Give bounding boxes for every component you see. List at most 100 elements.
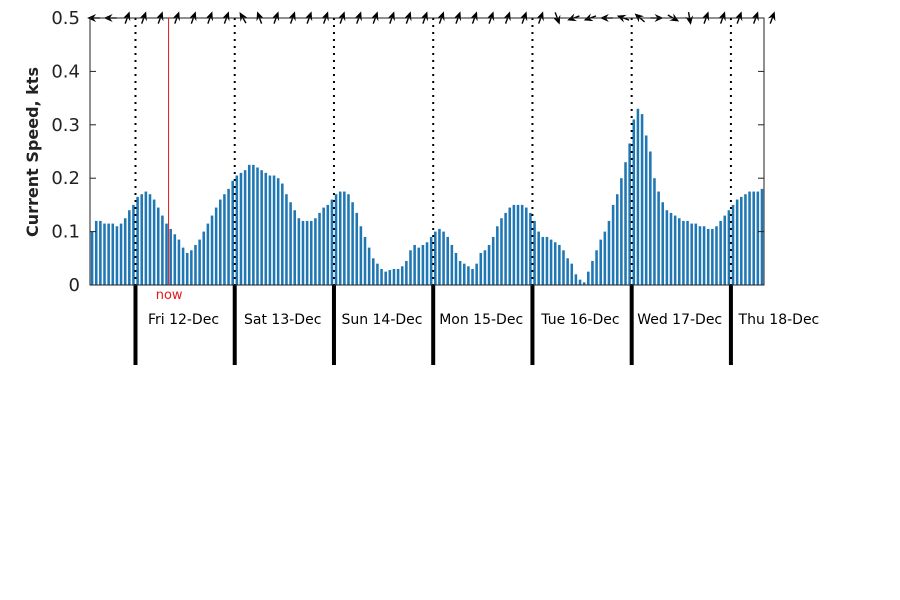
bar bbox=[508, 207, 512, 285]
bar bbox=[491, 236, 495, 285]
bar bbox=[194, 244, 197, 285]
direction-arrow bbox=[288, 11, 296, 24]
bar bbox=[264, 172, 268, 285]
day-label: Sat 13-Dec bbox=[244, 312, 321, 328]
bar bbox=[144, 191, 148, 285]
direction-arrow bbox=[503, 11, 511, 24]
bar bbox=[285, 194, 288, 285]
direction-arrow bbox=[370, 11, 379, 24]
bar bbox=[686, 220, 689, 285]
bar bbox=[239, 172, 243, 285]
bar bbox=[243, 170, 247, 285]
bar bbox=[537, 231, 540, 285]
bar bbox=[392, 268, 396, 285]
now-marker: now bbox=[156, 18, 183, 303]
direction-arrow bbox=[155, 11, 164, 24]
bar bbox=[587, 271, 590, 285]
bar bbox=[640, 114, 644, 286]
bar bbox=[136, 196, 139, 285]
direction-arrow bbox=[403, 11, 412, 24]
bar bbox=[305, 220, 309, 285]
bar bbox=[322, 207, 325, 285]
bar bbox=[103, 223, 106, 285]
bar bbox=[384, 271, 387, 285]
direction-arrow bbox=[337, 11, 346, 24]
direction-arrow bbox=[271, 11, 280, 24]
bar bbox=[409, 250, 412, 285]
bar bbox=[318, 212, 321, 285]
direction-arrow bbox=[751, 11, 759, 24]
direction-arrow bbox=[188, 11, 197, 24]
bar bbox=[653, 178, 656, 285]
bar bbox=[272, 175, 276, 285]
bar bbox=[636, 108, 640, 285]
direction-arrow bbox=[718, 11, 726, 24]
y-tick-label: 0.1 bbox=[51, 222, 80, 243]
bar bbox=[644, 135, 648, 285]
bar bbox=[673, 215, 677, 285]
bar bbox=[533, 220, 536, 285]
bar bbox=[591, 260, 594, 285]
bar bbox=[256, 167, 259, 285]
direction-arrow bbox=[139, 11, 147, 24]
bar bbox=[624, 162, 627, 285]
bar bbox=[115, 226, 119, 285]
day-label: Sun 14-Dec bbox=[341, 312, 422, 328]
bar bbox=[570, 263, 574, 285]
bar bbox=[479, 252, 483, 285]
bar bbox=[99, 220, 102, 285]
day-label: Mon 15-Dec bbox=[439, 312, 523, 328]
bar bbox=[744, 194, 747, 285]
bar bbox=[657, 191, 660, 285]
bar bbox=[380, 268, 383, 285]
direction-arrow bbox=[420, 11, 429, 24]
direction-arrow bbox=[701, 11, 710, 24]
bar bbox=[677, 218, 681, 285]
bar bbox=[309, 220, 313, 285]
bar bbox=[330, 199, 334, 285]
direction-arrow bbox=[634, 13, 645, 23]
bar bbox=[123, 218, 127, 285]
bar bbox=[376, 263, 379, 285]
bar bbox=[454, 252, 458, 285]
bar bbox=[343, 191, 346, 285]
bar bbox=[223, 194, 226, 285]
bar bbox=[574, 274, 578, 285]
bar bbox=[293, 210, 296, 285]
bar bbox=[649, 151, 652, 285]
bar bbox=[165, 223, 168, 285]
bar bbox=[483, 250, 487, 285]
direction-arrow bbox=[387, 11, 395, 24]
bar bbox=[185, 252, 189, 285]
direction-arrow bbox=[321, 11, 329, 24]
bar bbox=[462, 263, 466, 285]
bar bbox=[438, 228, 441, 285]
bar bbox=[541, 236, 545, 285]
bar bbox=[661, 202, 665, 285]
bar bbox=[152, 199, 156, 285]
day-lines-layer bbox=[133, 18, 733, 365]
bar bbox=[247, 164, 251, 285]
bar bbox=[520, 204, 524, 285]
bar bbox=[181, 247, 185, 285]
day-labels: Fri 12-Dec Sat 13-Dec Sun 14-Dec Mon 15-Dec… bbox=[148, 312, 819, 328]
bar bbox=[351, 202, 354, 285]
bar bbox=[363, 236, 367, 285]
bar bbox=[545, 236, 549, 285]
bar bbox=[421, 244, 425, 285]
bar bbox=[190, 250, 193, 285]
bar bbox=[413, 244, 416, 285]
bar bbox=[148, 194, 152, 285]
bar bbox=[500, 218, 503, 285]
bar bbox=[417, 247, 421, 285]
bar bbox=[611, 204, 615, 285]
bar bbox=[496, 226, 499, 285]
bar bbox=[475, 263, 478, 285]
y-tick-label: 0.2 bbox=[51, 168, 80, 189]
bar bbox=[512, 204, 516, 285]
bar bbox=[338, 191, 342, 285]
bar bbox=[578, 279, 582, 285]
bar bbox=[665, 210, 669, 285]
bar bbox=[706, 228, 710, 285]
bar bbox=[442, 231, 445, 285]
